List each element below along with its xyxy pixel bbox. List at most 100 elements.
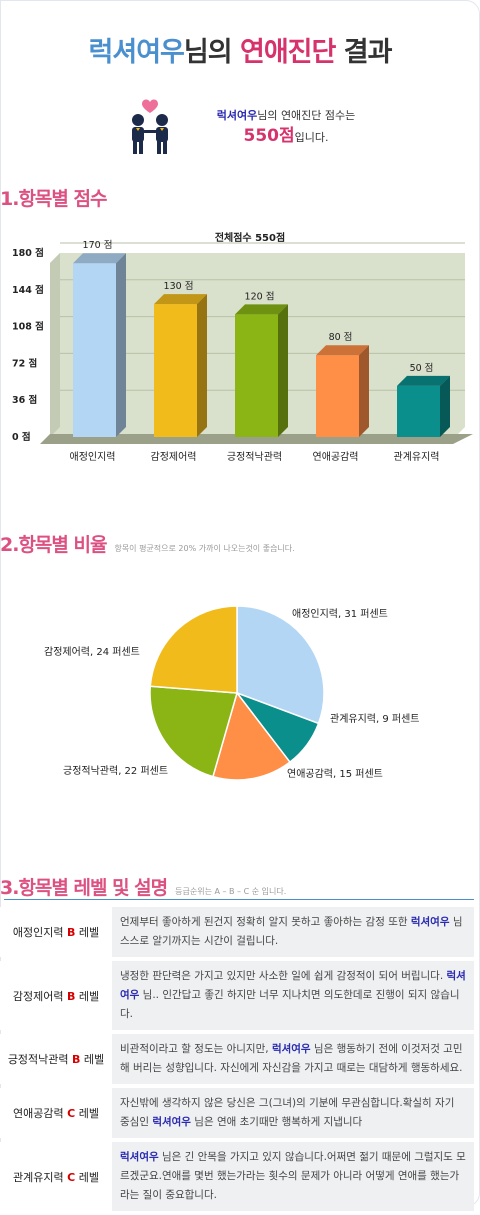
- section-2-heading: 2.항목별 비율 항목이 평균적으로 20% 가까이 나오는것이 좋습니다.: [0, 530, 295, 557]
- plot-floor: [40, 434, 473, 444]
- level-item-cell: 연애공감력 C 레벨: [0, 1088, 112, 1138]
- level-description: 럭셔여우 님은 긴 안목을 가지고 있지 않습니다.어쩌면 젊기 때문에 그럴지…: [112, 1142, 474, 1211]
- section-3-title: 3.항목별 레벨 및 설명: [0, 877, 168, 899]
- level-description: 언제부터 좋아하게 된건지 정확히 알지 못하고 좋아하는 감정 또한 럭셔여우…: [112, 907, 474, 957]
- x-category-label: 연애공감력: [313, 451, 359, 463]
- pie-slice-label: 긍정적낙관력, 22 퍼센트: [63, 765, 168, 777]
- total-score: 550점: [243, 126, 295, 146]
- plot-side-wall: [50, 253, 60, 437]
- desc-user-name: 럭셔여우: [152, 1116, 191, 1128]
- level-grade: B: [66, 989, 76, 1003]
- level-suffix: 레벨: [80, 1053, 105, 1066]
- bar-value-label: 120 점: [245, 290, 275, 302]
- x-category-label: 애정인지력: [70, 451, 116, 463]
- level-grade: B: [66, 926, 76, 939]
- section-3-note: 등급순위는 A – B – C 순 입니다.: [175, 887, 287, 896]
- desc-text: 님.. 인간답고 좋긴 하지만 너무 지나치면 의도한데로 진행이 되지 않습니…: [120, 989, 460, 1020]
- bar-chart-title: 전체점수 550점: [215, 231, 285, 244]
- section-1-title: 1.항목별 점수: [0, 188, 107, 210]
- bar-value-label: 130 점: [164, 280, 194, 292]
- desc-text: 님 스스로 알기까지는 시간이 걸립니다.: [120, 916, 463, 947]
- section-1-heading: 1.항목별 점수: [0, 184, 107, 211]
- level-row: 긍정적낙관력 B 레벨 비관적이라고 할 정도는 아니지만, 럭셔여우 님은 행동…: [0, 1034, 474, 1084]
- pie-slice: [236, 605, 325, 725]
- bar-chart: 전체점수 550점 0 점 36 점 72 점 108 점 144 점 180 점 170 점…: [12, 231, 473, 463]
- bar: [397, 375, 450, 437]
- level-row: 연애공감력 C 레벨 자신밖에 생각하지 않은 당신은 그(그녀)의 기분에 무관…: [0, 1088, 474, 1138]
- intro-name: 럭셔여우: [216, 109, 258, 122]
- title-name: 럭셔여우: [88, 37, 185, 68]
- desc-user-name: 럭셔여우: [410, 916, 450, 928]
- section-2-note: 항목이 평균적으로 20% 가까이 나오는것이 좋습니다.: [114, 544, 295, 553]
- level-table: 애정인지력 B 레벨 언제부터 좋아하게 된건지 정확히 알지 못하고 좋아하는 …: [0, 903, 474, 1215]
- page-title: 럭셔여우님의 연애진단 결과: [0, 30, 480, 69]
- desc-text: 냉정한 판단력은 가지고 있지만 사소한 일에 쉽게 감정적이 되어 버립니다.: [120, 970, 447, 982]
- title-highlight: 연애진단: [240, 37, 336, 68]
- score-summary: 럭셔여우님의 연애진단 점수는 550점입니다.: [120, 98, 380, 156]
- desc-text: 님은 행동하기 전에 이것저것 고민해 버리는 성향입니다. 자신에게 자신감을…: [120, 1043, 463, 1074]
- bar: [154, 294, 207, 437]
- x-category-label: 긍정적낙관력: [227, 451, 282, 463]
- couple-heart-icon: [132, 99, 168, 154]
- desc-user-name: 럭셔여우: [120, 1151, 159, 1163]
- x-category-label: 관계유지력: [394, 451, 440, 463]
- section-3-heading: 3.항목별 레벨 및 설명 등급순위는 A – B – C 순 입니다.: [0, 873, 286, 900]
- title-suffix: 님의: [183, 37, 233, 68]
- level-item-name: 긍정적낙관력: [7, 1053, 73, 1066]
- desc-user-name: 럭셔여우: [271, 1043, 311, 1055]
- level-item-name: 연애공감력: [13, 1107, 68, 1120]
- desc-text: 자신밖에 생각하지 않은 당신은 그(그녀)의 기분에 무관심합니다.확실히 자…: [120, 1097, 455, 1128]
- intro-line1-tail: 님의 연애진단 점수는: [257, 109, 356, 122]
- bar-value-label: 170 점: [83, 239, 113, 251]
- pie-slice: [149, 605, 238, 694]
- level-item-cell: 관계유지력 C 레벨: [0, 1142, 112, 1211]
- desc-text: 언제부터 좋아하게 된건지 정확히 알지 못하고 좋아하는 감정 또한: [120, 916, 411, 928]
- section-divider: [4, 899, 474, 900]
- level-item-name: 애정인지력: [12, 926, 67, 939]
- y-tick-label: 36 점: [12, 394, 37, 406]
- level-grade: C: [67, 1170, 76, 1184]
- title-tail: 결과: [343, 37, 393, 68]
- y-tick-label: 72 점: [12, 357, 37, 369]
- y-tick-label: 0 점: [12, 431, 31, 443]
- level-suffix: 레벨: [75, 1107, 99, 1120]
- desc-text: 님은 긴 안목을 가지고 있지 않습니다.어쩌면 젊기 때문에 그럴지도 모르겠…: [120, 1151, 466, 1201]
- level-description: 냉정한 판단력은 가지고 있지만 사소한 일에 쉽게 감정적이 되어 버립니다.…: [112, 961, 474, 1030]
- level-item-cell: 감정제어력 B 레벨: [0, 961, 112, 1030]
- bar: [73, 253, 126, 437]
- bar-value-label: 50 점: [410, 362, 434, 374]
- desc-text: 비관적이라고 할 정도는 아니지만,: [120, 1043, 272, 1055]
- bar-value-label: 80 점: [329, 331, 353, 343]
- intro-score-tail: 입니다.: [294, 131, 329, 144]
- level-item-cell: 긍정적낙관력 B 레벨: [0, 1034, 112, 1084]
- level-suffix: 레벨: [75, 1170, 99, 1184]
- intro-text: 럭셔여우님의 연애진단 점수는 550점입니다.: [186, 106, 386, 148]
- pie-slice-label: 감정제어력, 24 퍼센트: [44, 646, 140, 658]
- pie-slice: [149, 685, 238, 778]
- level-item-name: 감정제어력: [12, 989, 67, 1003]
- level-row: 관계유지력 C 레벨 럭셔여우 님은 긴 안목을 가지고 있지 않습니다.어쩌면 …: [0, 1142, 474, 1211]
- level-grade: C: [67, 1107, 76, 1120]
- level-suffix: 레벨: [75, 989, 100, 1003]
- bar: [235, 304, 288, 437]
- level-row: 감정제어력 B 레벨 냉정한 판단력은 가지고 있지만 사소한 일에 쉽게 감정적…: [0, 961, 474, 1030]
- level-description: 비관적이라고 할 정도는 아니지만, 럭셔여우 님은 행동하기 전에 이것저것 …: [112, 1034, 474, 1084]
- section-2-title: 2.항목별 비율: [0, 534, 107, 556]
- pie-slice-label: 연애공감력, 15 퍼센트: [287, 768, 383, 780]
- desc-text: 님은 연애 초기때만 행복하게 지냅니다: [190, 1116, 363, 1128]
- x-category-label: 감정제어력: [151, 451, 197, 463]
- bar: [316, 345, 369, 437]
- y-tick-label: 180 점: [12, 247, 44, 259]
- level-item-cell: 애정인지력 B 레벨: [0, 907, 112, 957]
- desc-user-name: 럭셔여우: [120, 970, 466, 1001]
- pie-slice: [212, 691, 291, 781]
- pie-slice-label: 관계유지력, 9 퍼센트: [330, 713, 420, 725]
- level-item-name: 관계유지력: [13, 1170, 68, 1184]
- level-row: 애정인지력 B 레벨 언제부터 좋아하게 된건지 정확히 알지 못하고 좋아하는 …: [0, 907, 474, 957]
- pie-slice-label: 애정인지력, 31 퍼센트: [292, 608, 388, 620]
- y-tick-label: 108 점: [12, 321, 44, 333]
- level-grade: B: [72, 1053, 81, 1066]
- level-description: 자신밖에 생각하지 않은 당신은 그(그녀)의 기분에 무관심합니다.확실히 자…: [112, 1088, 474, 1138]
- y-tick-label: 144 점: [12, 284, 44, 296]
